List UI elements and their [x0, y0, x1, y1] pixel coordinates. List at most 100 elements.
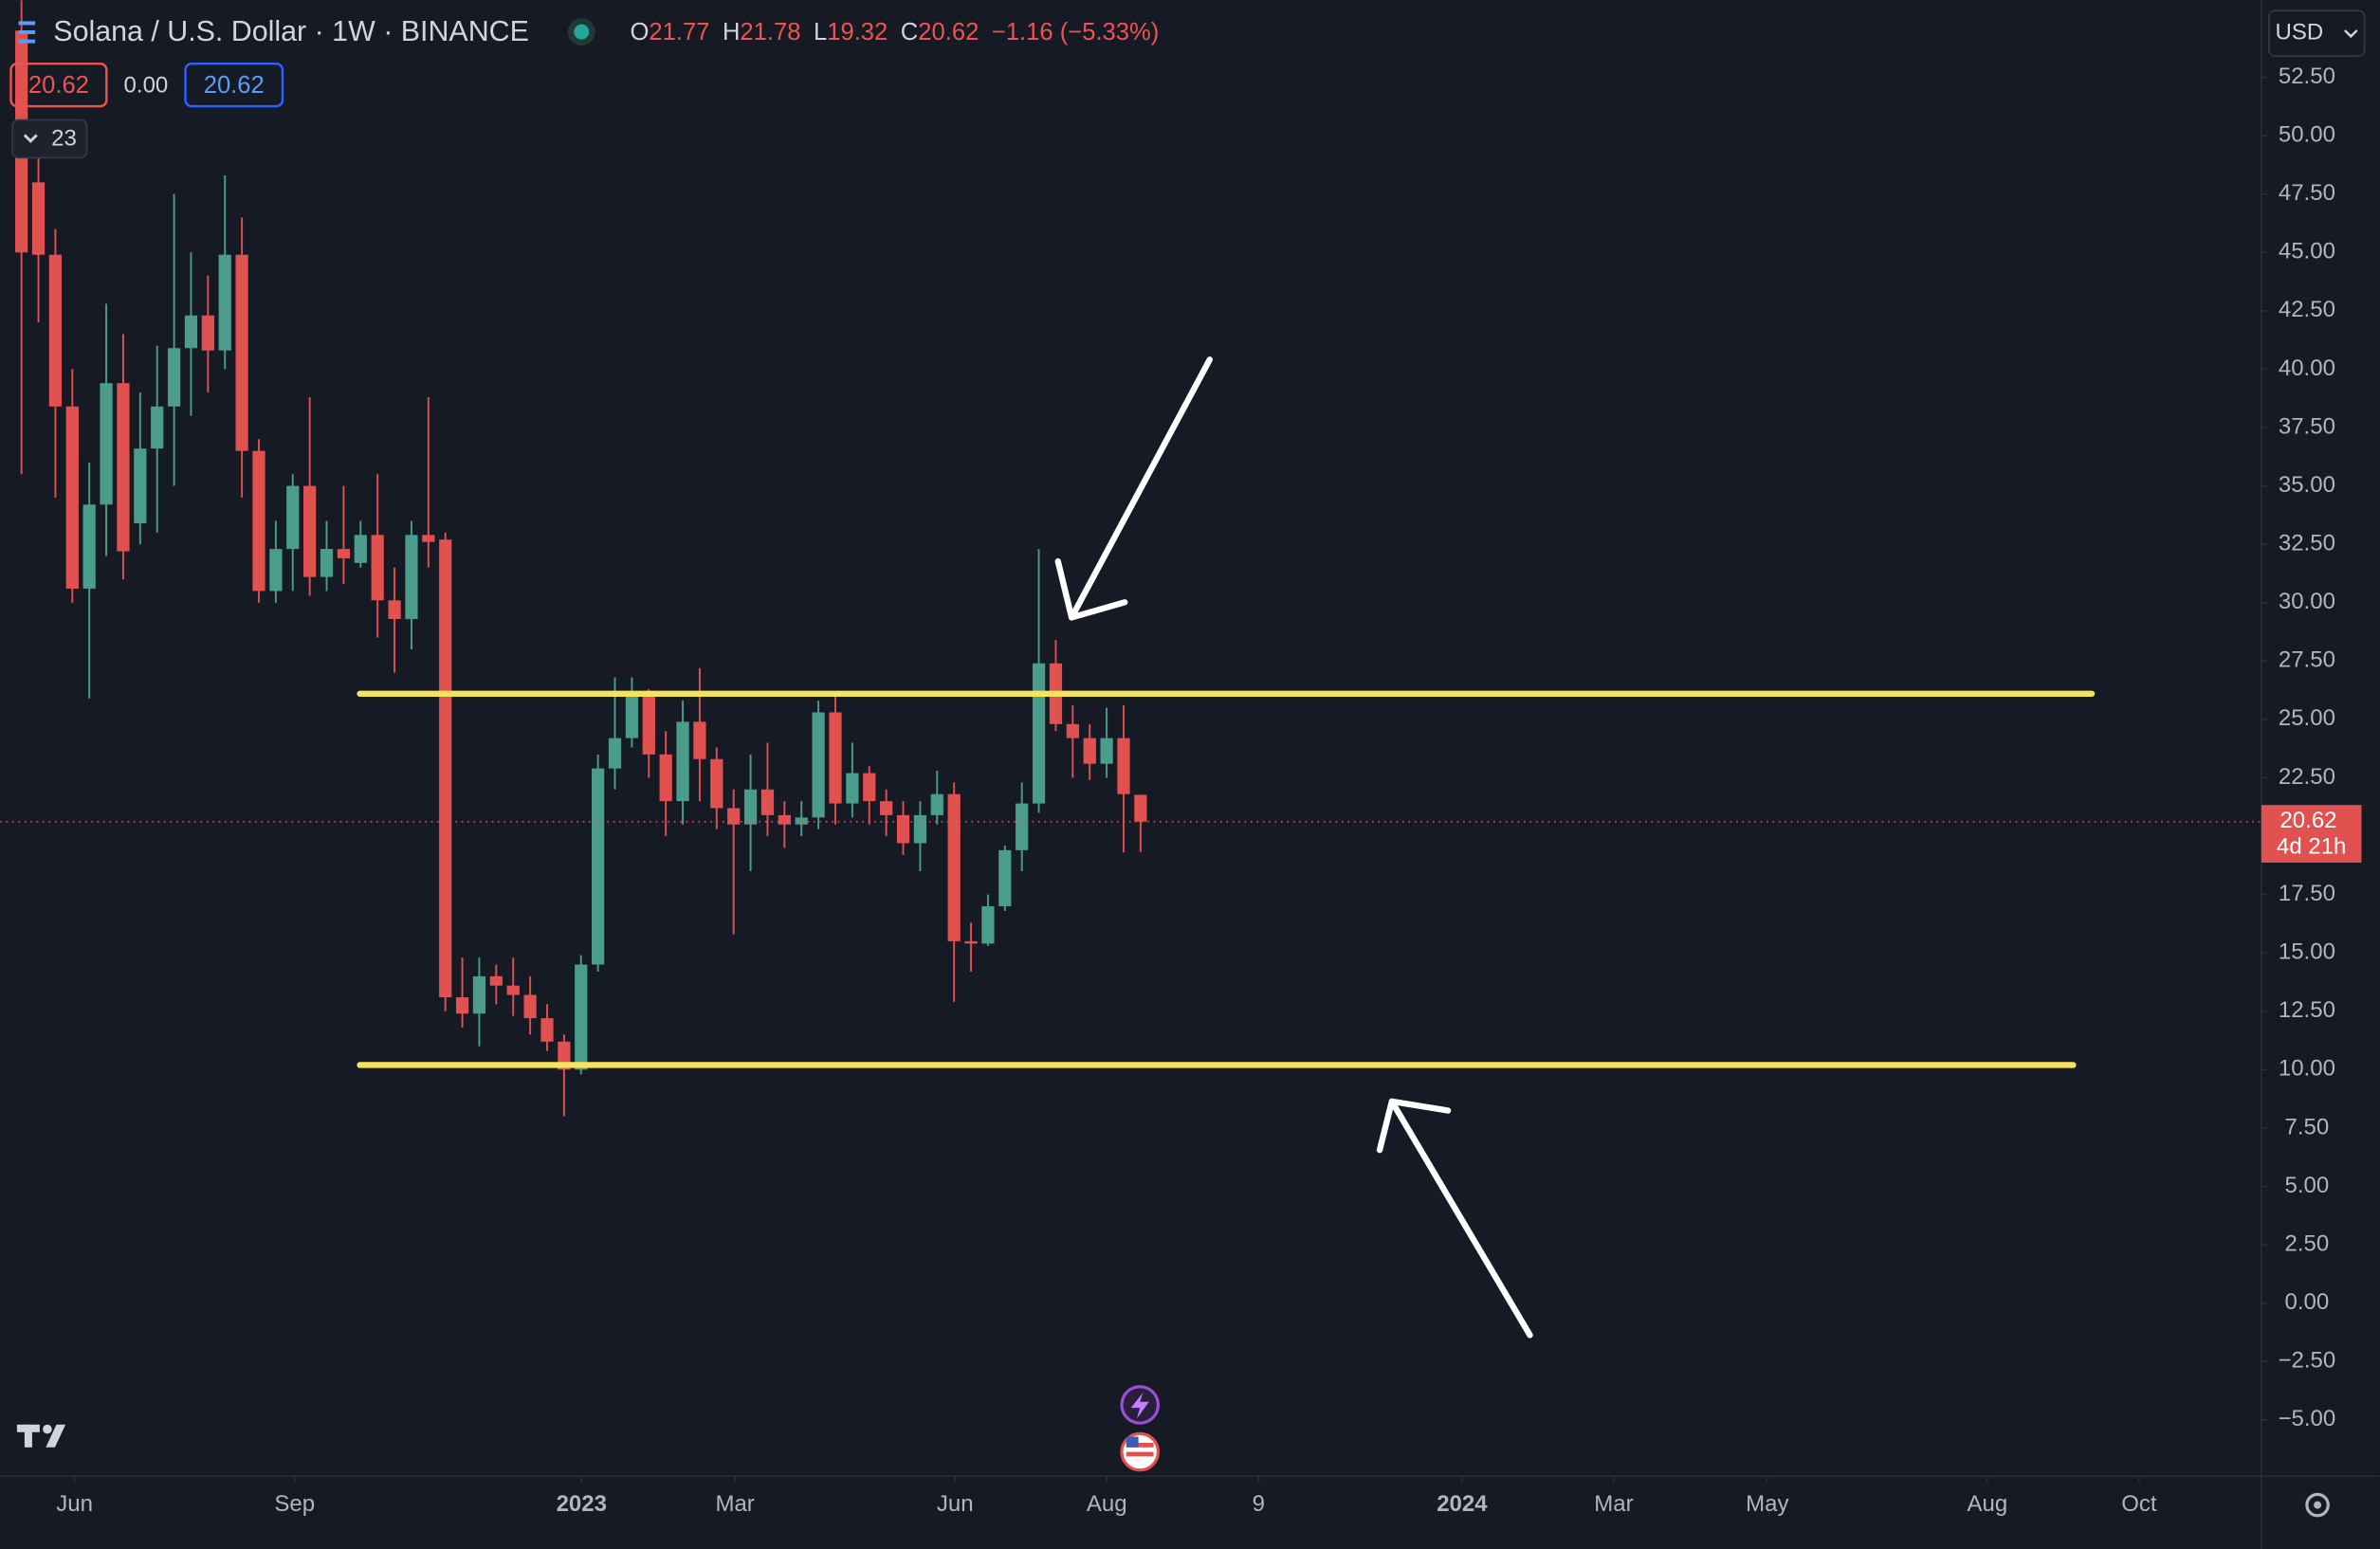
candle-body — [48, 254, 63, 407]
candle-body — [896, 814, 910, 844]
buy-box[interactable] — [184, 63, 284, 108]
y-tick-label: 32.50 — [2279, 530, 2335, 556]
currency-selector[interactable] — [2268, 9, 2366, 58]
y-tick-label: 52.50 — [2279, 64, 2335, 89]
candle-body — [1100, 738, 1113, 764]
candle-body — [167, 348, 181, 407]
chevron — [23, 134, 38, 143]
settings-icon[interactable] — [2305, 1492, 2330, 1518]
candle-body — [880, 801, 893, 815]
indicator-toggle[interactable] — [11, 118, 88, 159]
y-tick-label: 15.00 — [2279, 939, 2335, 965]
ohlc-value: 19.32 — [827, 19, 888, 46]
candle-body — [676, 721, 689, 802]
candle-body — [1032, 663, 1046, 804]
candle-body — [930, 793, 943, 815]
y-tick-label: 42.50 — [2279, 297, 2335, 322]
candle-body — [1117, 738, 1130, 794]
sell-price: 20.62 — [28, 72, 89, 99]
x-tick-label: 2024 — [1437, 1491, 1488, 1517]
ohlc-value: 20.62 — [918, 19, 979, 46]
candle-body — [472, 975, 486, 1014]
candle-body — [1083, 738, 1096, 764]
ohlc-value: 21.77 — [649, 19, 709, 46]
indicator-count: 23 — [51, 126, 77, 152]
y-tick-label: −2.50 — [2279, 1348, 2336, 1374]
candle-body — [65, 406, 79, 589]
x-tick-label: Sep — [274, 1491, 315, 1517]
candle-body — [422, 535, 435, 542]
x-tick-label: 9 — [1253, 1491, 1265, 1517]
spread: 0.00 — [124, 73, 169, 99]
last-price-label: 20.62 4d 21h — [2261, 805, 2362, 863]
ohlc-key: L — [814, 19, 827, 46]
candle-body — [201, 315, 214, 351]
x-tick-label: Mar — [715, 1491, 754, 1517]
y-tick-label: 12.50 — [2279, 997, 2335, 1023]
y-tick-label: 5.00 — [2285, 1173, 2330, 1198]
change: −1.16 (−5.33%) — [992, 19, 1159, 46]
candle-body — [151, 406, 164, 449]
arrow — [1388, 1098, 1533, 1339]
candle-body — [388, 600, 401, 619]
candle-body — [354, 535, 367, 563]
candle-body — [642, 693, 655, 755]
candle-body — [575, 964, 588, 1070]
ohlc-value: 21.78 — [740, 19, 800, 46]
sell-box[interactable] — [9, 63, 108, 108]
candle-body — [1134, 794, 1147, 822]
arrow-head — [1054, 557, 1128, 621]
ohlc-key: C — [901, 19, 918, 46]
y-tick-label: 17.50 — [2279, 881, 2335, 906]
candle-body — [337, 549, 351, 558]
x-tick-label: May — [1746, 1491, 1788, 1517]
price-axis: 52.50 50.00 47.50 45.00 42.50 40.00 37.50 35.00… — [2261, 64, 2335, 1431]
candle-body — [489, 975, 503, 986]
candle-body — [727, 808, 741, 825]
x-tick-label: Jun — [937, 1491, 974, 1517]
buy-price: 20.62 — [204, 72, 265, 99]
candle-body — [523, 994, 537, 1019]
candle-body — [320, 549, 334, 577]
y-tick-label: 40.00 — [2279, 355, 2335, 381]
symbol-title: Solana / U.S. Dollar · 1W · BINANCE — [53, 15, 529, 47]
market-status — [574, 24, 590, 40]
y-tick-label: 2.50 — [2285, 1230, 2330, 1256]
plot-area — [0, 0, 2261, 1117]
flag-stripe — [1126, 1442, 1154, 1448]
y-tick-label: 25.00 — [2279, 705, 2335, 731]
candle-body — [82, 504, 96, 589]
ohlc-key: H — [723, 19, 740, 46]
y-tick-label: 50.00 — [2279, 121, 2335, 147]
candle-body — [863, 773, 876, 802]
candle-body — [506, 985, 520, 995]
candle-body — [693, 721, 706, 759]
time-axis: Jun Sep 2023 Mar Jun Aug 9 2024 Mar May Aug Oct — [56, 1476, 2157, 1517]
candle-body — [625, 693, 639, 738]
ohlc-legend: O21.77 H21.78 L19.32 C20.62 −1.16 (−5.33… — [630, 19, 1159, 46]
x-tick-label: Oct — [2121, 1491, 2157, 1517]
y-tick-label: 22.50 — [2279, 764, 2335, 790]
settings-center — [2314, 1501, 2322, 1509]
candle-body — [608, 738, 622, 769]
candle-body — [439, 539, 452, 997]
price-label: 20.62 — [2279, 808, 2336, 833]
price-label-box — [2261, 805, 2362, 863]
y-tick-label: 37.50 — [2279, 413, 2335, 439]
candle-body — [981, 905, 995, 944]
flag-canton — [1126, 1436, 1139, 1448]
tradingview-logo[interactable] — [16, 1424, 66, 1448]
y-tick-label: 35.00 — [2279, 472, 2335, 498]
candle-body — [829, 712, 842, 804]
candle-body — [760, 789, 775, 815]
candle-body — [1016, 803, 1029, 850]
currency: USD — [2276, 20, 2324, 46]
symbol-icon[interactable] — [18, 21, 36, 44]
candle-body — [303, 485, 317, 577]
candle-body — [846, 773, 859, 804]
candle-body — [235, 254, 248, 451]
x-tick-label: 2023 — [557, 1491, 607, 1517]
candle-body — [134, 448, 147, 523]
